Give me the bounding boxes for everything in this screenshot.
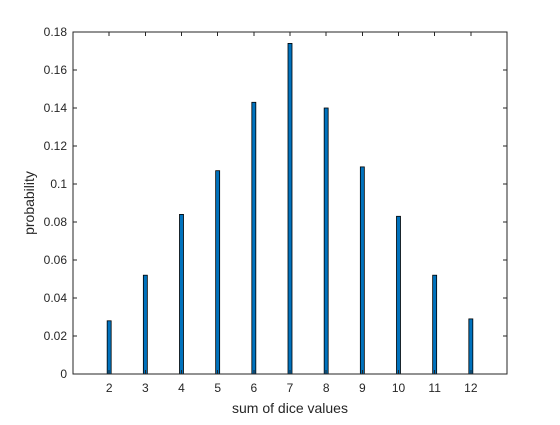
- x-tick-label: 8: [323, 381, 330, 395]
- bar-8: [323, 107, 329, 375]
- y-tick-label: 0.02: [44, 329, 68, 343]
- x-tick-label: 4: [178, 381, 185, 395]
- bar-6: [251, 101, 257, 375]
- bar-5: [215, 170, 221, 375]
- bar-4: [179, 213, 184, 375]
- x-tick-label: 9: [359, 381, 366, 395]
- y-tick-label: 0.08: [44, 215, 68, 229]
- x-axis-label: sum of dice values: [232, 400, 348, 416]
- x-tick-label: 11: [428, 381, 441, 395]
- bar-12: [468, 318, 474, 375]
- y-tick-label: 0.16: [44, 63, 68, 77]
- bar-2: [106, 320, 112, 375]
- x-tick-label: 12: [464, 381, 478, 395]
- y-tick-label: 0.12: [44, 139, 68, 153]
- y-tick-label: 0.06: [44, 253, 68, 267]
- x-tick-label: 3: [142, 381, 149, 395]
- y-ticks-group: 0 0.02 0.04 0.06 0.08 0.1 0.12 0.14 0.16 0.18: [44, 25, 507, 381]
- x-tick-label: 5: [214, 381, 221, 395]
- bar-9: [359, 166, 365, 375]
- y-tick-label: 0.14: [44, 101, 68, 115]
- bar-3: [142, 274, 148, 375]
- x-ticks-group: 2 3 4 5 6 7 8 9 10 11 12: [106, 32, 478, 395]
- bar-7: [287, 43, 293, 375]
- y-tick-label: 0.18: [44, 25, 68, 39]
- x-tick-label: 7: [287, 381, 294, 395]
- y-tick-label: 0.1: [50, 177, 67, 191]
- x-tick-label: 10: [392, 381, 406, 395]
- x-tick-label: 6: [250, 381, 257, 395]
- y-tick-label: 0.04: [44, 291, 68, 305]
- bar-11: [432, 274, 438, 375]
- y-tick-label: 0: [60, 367, 67, 381]
- x-tick-label: 2: [106, 381, 113, 395]
- bar-10: [396, 215, 401, 375]
- y-axis-label: probability: [21, 171, 37, 235]
